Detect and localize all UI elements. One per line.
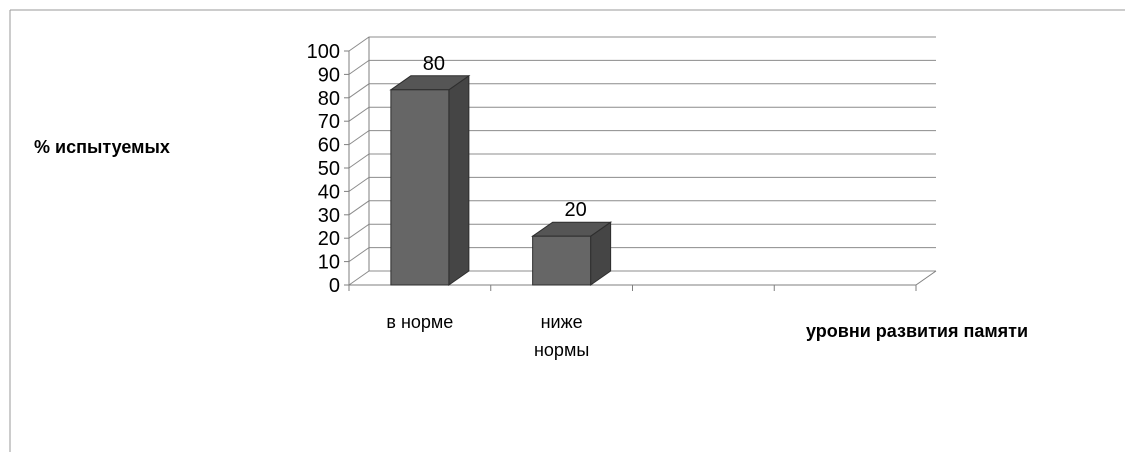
bar-front-face bbox=[532, 235, 592, 286]
y-tick-label: 20 bbox=[318, 228, 340, 250]
y-tick-label: 0 bbox=[329, 275, 340, 297]
data-label: 80 bbox=[423, 53, 445, 75]
y-tick-label: 60 bbox=[318, 135, 340, 157]
bars bbox=[389, 74, 613, 286]
x-tick-label: ниже нормы bbox=[534, 312, 589, 360]
y-tick-label: 90 bbox=[318, 64, 340, 86]
x-tick-label: в норме bbox=[386, 312, 453, 332]
bar bbox=[389, 74, 471, 286]
y-tick-label: 10 bbox=[318, 252, 340, 274]
y-axis-title: % испытуемых bbox=[34, 137, 170, 157]
bar bbox=[531, 221, 613, 286]
data-labels: 80 20 bbox=[423, 53, 587, 221]
gridline bbox=[348, 36, 936, 52]
y-tick-label: 70 bbox=[318, 111, 340, 133]
y-tick-label: 80 bbox=[318, 88, 340, 110]
y-tick-label: 40 bbox=[318, 181, 340, 203]
x-tick-labels: в норме ниже нормы bbox=[386, 312, 589, 360]
y-tick-label: 100 bbox=[307, 41, 340, 63]
bar-side-face bbox=[448, 74, 470, 286]
x-axis-title: уровни развития памяти bbox=[806, 321, 1028, 341]
data-label: 20 bbox=[565, 199, 587, 221]
chart-frame-border bbox=[9, 9, 1125, 452]
y-tick-label: 50 bbox=[318, 158, 340, 180]
y-tick-label: 30 bbox=[318, 205, 340, 227]
floor-right-edge bbox=[915, 270, 937, 286]
bar-front-face bbox=[390, 89, 450, 286]
